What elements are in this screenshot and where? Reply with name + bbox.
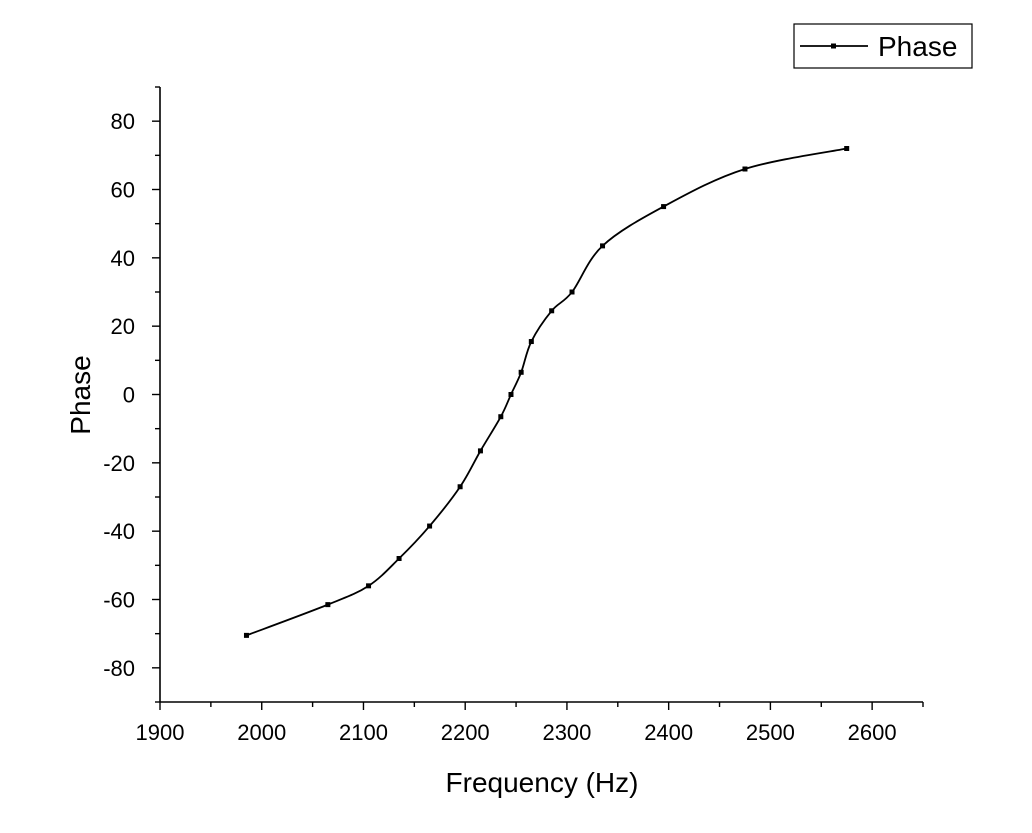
x-tick-label: 2000 [237,720,286,745]
y-tick-label: -60 [103,588,135,613]
y-tick-label: -80 [103,656,135,681]
x-tick-label: 2600 [848,720,897,745]
data-point-marker [325,602,331,608]
legend-label: Phase [878,31,957,62]
y-tick-label: 60 [111,178,135,203]
y-tick-label: 40 [111,246,135,271]
x-tick-label: 2200 [441,720,490,745]
y-tick-label: -20 [103,451,135,476]
data-point-marker [742,166,748,172]
data-point-marker [600,243,606,249]
data-point-marker [844,146,850,151]
x-tick-label: 1900 [136,720,185,745]
data-point-marker [569,289,575,295]
y-axis-title: Phase [65,355,96,434]
legend-marker-sample [831,43,836,49]
x-tick-label: 2300 [542,720,591,745]
y-tick-label: -40 [103,519,135,544]
x-tick-label: 2100 [339,720,388,745]
data-point-marker [498,414,504,420]
x-tick-label: 2500 [746,720,795,745]
series-line-phase [246,147,847,637]
x-tick-label: 2400 [644,720,693,745]
data-point-marker [518,369,524,375]
data-point-marker [528,339,534,345]
data-point-marker [243,632,249,638]
legend: Phase [793,23,973,69]
data-point-marker [508,392,514,397]
x-axis-title: Frequency (Hz) [446,767,639,798]
y-tick-label: 80 [111,109,135,134]
data-point-marker [661,204,667,210]
tick-marks [152,86,924,710]
data-point-marker [477,448,483,454]
data-point-marker [366,583,372,589]
data-point-marker [549,308,555,314]
data-point-marker [457,484,463,490]
data-point-marker [427,523,433,529]
series-layer [243,146,850,638]
y-tick-label: 20 [111,314,135,339]
axes [159,87,923,703]
tick-labels: 1900 2000 2100 2200 2300 2400 2500 2600 -80 -60 -4… [103,109,896,745]
y-tick-label: 0 [123,383,135,408]
data-point-marker [396,556,402,561]
